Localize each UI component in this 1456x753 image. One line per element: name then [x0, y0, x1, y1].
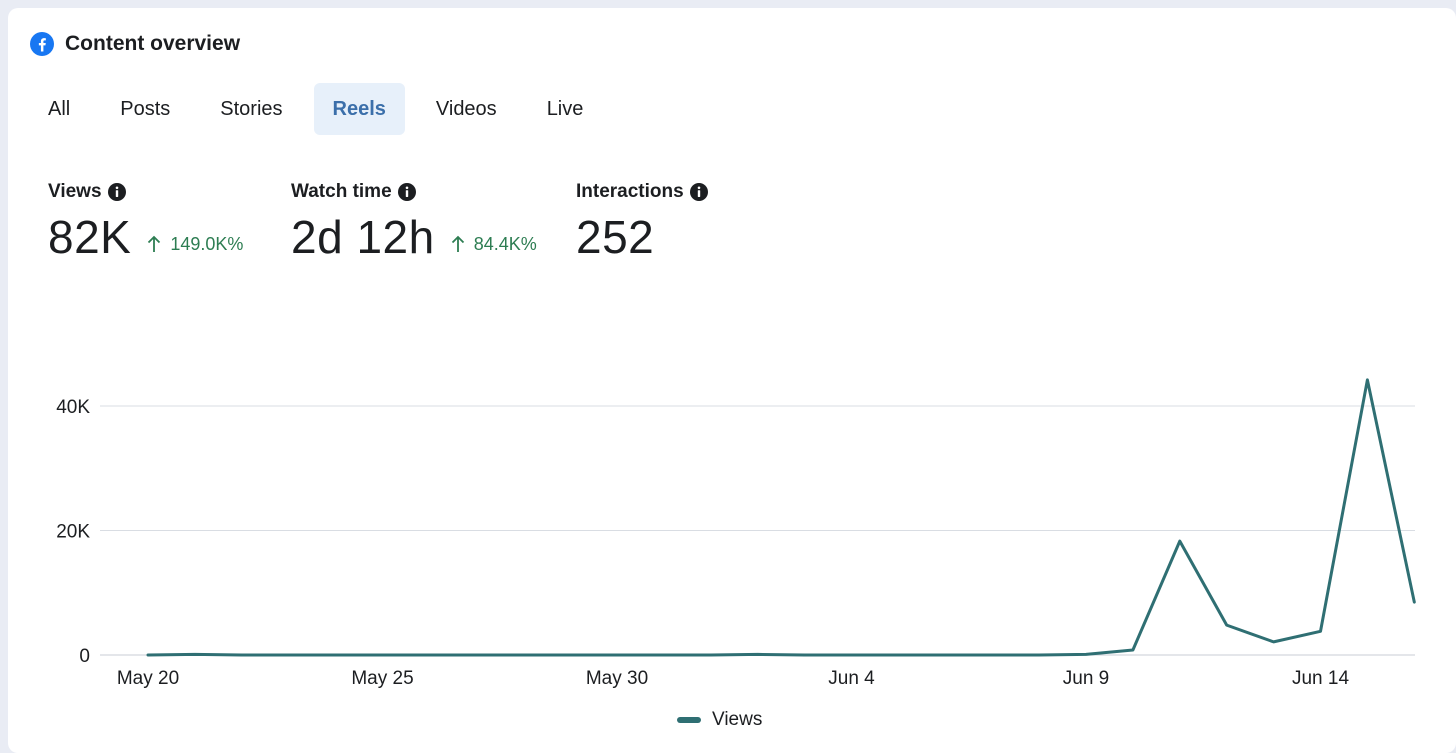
- metric-value-row: 2d 12h 84.4K%: [291, 210, 537, 264]
- metric-value-row: 252: [576, 210, 708, 264]
- metric-delta: 84.4K%: [451, 234, 537, 255]
- x-tick-label: Jun 4: [828, 668, 875, 689]
- data-point[interactable]: [1223, 621, 1231, 629]
- data-point[interactable]: [660, 651, 668, 659]
- chart-legend: Views: [677, 709, 762, 731]
- data-point[interactable]: [894, 651, 902, 659]
- data-point[interactable]: [1176, 537, 1184, 545]
- tab-posts[interactable]: Posts: [120, 98, 171, 120]
- y-tick-label: 40K: [56, 397, 90, 418]
- data-point[interactable]: [1410, 598, 1418, 606]
- data-point[interactable]: [519, 651, 527, 659]
- page-title: Content overview: [65, 32, 241, 55]
- x-tick-label: May 30: [586, 668, 648, 689]
- metric-label: Interactions: [576, 180, 708, 204]
- x-tick-label: Jun 14: [1292, 668, 1349, 689]
- data-point[interactable]: [472, 651, 480, 659]
- data-point[interactable]: [191, 650, 199, 658]
- data-point[interactable]: [332, 651, 340, 659]
- data-point[interactable]: [707, 651, 715, 659]
- tab-live[interactable]: Live: [546, 98, 584, 120]
- data-point[interactable]: [1129, 646, 1137, 654]
- tab-all[interactable]: All: [48, 98, 71, 120]
- arrow-up-icon: [147, 235, 161, 253]
- metric-label: Watch time: [291, 180, 537, 204]
- legend-label: Views: [712, 709, 763, 730]
- x-tick-label: Jun 9: [1063, 668, 1109, 689]
- x-tick-label: May 25: [351, 668, 413, 689]
- metric-value: 2d 12h: [291, 211, 435, 263]
- metric-watch-time: Watch time 2d 12h 84.4K%: [291, 180, 537, 264]
- facebook-icon: [30, 32, 54, 56]
- metric-value-row: 82K 149.0K%: [48, 210, 243, 264]
- data-point[interactable]: [848, 651, 856, 659]
- metric-value: 252: [576, 211, 655, 263]
- data-point[interactable]: [1035, 651, 1043, 659]
- metric-delta-text: 84.4K%: [473, 233, 537, 254]
- tab-stories[interactable]: Stories: [220, 98, 283, 120]
- data-point[interactable]: [1082, 650, 1090, 658]
- data-point[interactable]: [941, 651, 949, 659]
- arrow-up-icon: [451, 235, 465, 253]
- metric-label-text: Interactions: [576, 181, 684, 202]
- metric-label-text: Views: [48, 181, 102, 202]
- info-icon[interactable]: [689, 183, 708, 201]
- metric-delta-text: 149.0K%: [170, 233, 244, 254]
- x-tick-label: May 20: [117, 668, 179, 689]
- data-point[interactable]: [1270, 638, 1278, 646]
- metric-interactions: Interactions 252: [576, 180, 708, 264]
- data-point[interactable]: [379, 651, 387, 659]
- data-point[interactable]: [285, 651, 293, 659]
- data-point[interactable]: [801, 651, 809, 659]
- data-point[interactable]: [144, 651, 152, 659]
- data-point[interactable]: [1363, 376, 1371, 384]
- series-line-views: [146, 378, 1416, 657]
- metric-value: 82K: [48, 211, 132, 263]
- metric-label-text: Watch time: [291, 181, 392, 202]
- y-tick-label: 0: [79, 646, 90, 667]
- data-point[interactable]: [754, 650, 762, 658]
- legend-swatch: [677, 717, 701, 723]
- info-icon[interactable]: [397, 183, 416, 201]
- content-overview-card: Content overview All Posts Stories Reels…: [8, 8, 1456, 753]
- content-type-tabs: All Posts Stories Reels Videos Live: [30, 83, 614, 135]
- metric-views: Views 82K 149.0K%: [48, 180, 243, 264]
- data-point[interactable]: [613, 651, 621, 659]
- data-point[interactable]: [988, 651, 996, 659]
- y-tick-label: 20K: [56, 522, 90, 543]
- data-point[interactable]: [1317, 627, 1325, 635]
- card-header: Content overview: [30, 32, 240, 56]
- data-point[interactable]: [425, 651, 433, 659]
- tab-videos[interactable]: Videos: [435, 98, 497, 120]
- metric-label: Views: [48, 180, 243, 204]
- data-point[interactable]: [238, 651, 246, 659]
- metric-delta: 149.0K%: [147, 234, 243, 255]
- data-point[interactable]: [566, 651, 574, 659]
- info-icon[interactable]: [107, 183, 126, 201]
- tab-reels[interactable]: Reels: [313, 83, 405, 135]
